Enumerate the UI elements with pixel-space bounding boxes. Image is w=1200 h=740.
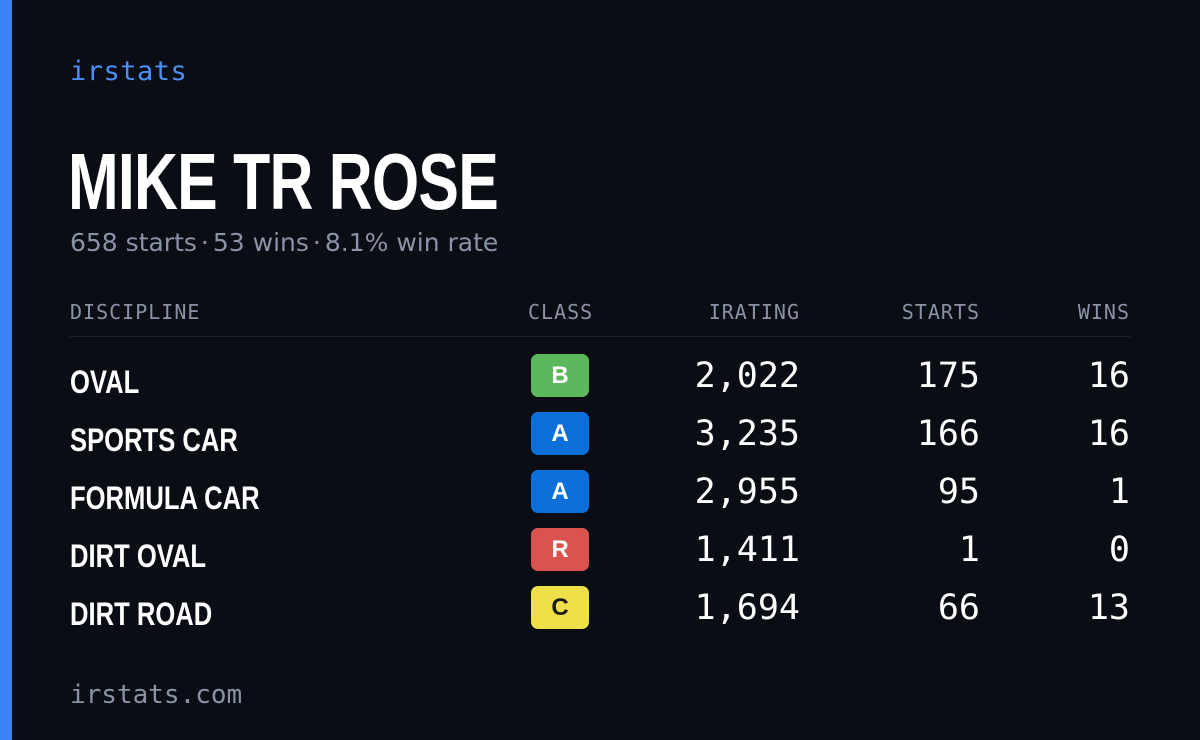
- starts-value: 166: [916, 414, 980, 454]
- discipline-name: FORMULA CAR: [70, 480, 260, 516]
- wins-value: 16: [1087, 356, 1130, 396]
- discipline-name: OVAL: [70, 364, 140, 400]
- accent-bar: [0, 0, 12, 740]
- discipline-name: DIRT OVAL: [70, 538, 207, 574]
- brand-logo-text: irstats: [70, 56, 188, 87]
- starts-value: 175: [916, 356, 980, 396]
- header-class: CLASS: [528, 300, 594, 324]
- table-row: SPORTS CAR A 3,235 166 16: [70, 412, 1130, 470]
- class-badge: A: [531, 470, 589, 513]
- wins-value: 0: [1108, 530, 1130, 570]
- wins-value: 13: [1087, 588, 1130, 628]
- starts-value: 95: [937, 472, 980, 512]
- summary-wins: 53 wins: [212, 228, 309, 257]
- irating-value: 3,235: [694, 414, 800, 454]
- discipline-name: SPORTS CAR: [70, 422, 238, 458]
- footer-url: irstats.com: [70, 680, 243, 710]
- wins-value: 16: [1087, 414, 1130, 454]
- table-header: DISCIPLINE CLASS IRATING STARTS WINS: [70, 300, 1130, 337]
- driver-summary: 658 starts · 53 wins · 8.1% win rate: [70, 228, 498, 257]
- class-badge: B: [531, 354, 589, 397]
- class-badge: C: [531, 586, 589, 629]
- irating-value: 1,411: [694, 530, 800, 570]
- irating-value: 2,022: [694, 356, 800, 396]
- starts-value: 1: [958, 530, 980, 570]
- header-irating: IRATING: [708, 300, 800, 324]
- discipline-name: DIRT ROAD: [70, 596, 213, 632]
- header-wins: WINS: [1077, 300, 1130, 324]
- summary-separator: ·: [200, 228, 209, 257]
- table-row: FORMULA CAR A 2,955 95 1: [70, 470, 1130, 528]
- table-row: OVAL B 2,022 175 16: [70, 354, 1130, 412]
- irating-value: 1,694: [694, 588, 800, 628]
- driver-name: MIKE TR ROSE: [68, 137, 499, 226]
- irating-value: 2,955: [694, 472, 800, 512]
- header-starts: STARTS: [901, 300, 980, 324]
- class-badge: A: [531, 412, 589, 455]
- table-row: DIRT OVAL R 1,411 1 0: [70, 528, 1130, 586]
- class-badge: R: [531, 528, 589, 571]
- header-discipline: DISCIPLINE: [70, 300, 201, 324]
- wins-value: 1: [1108, 472, 1130, 512]
- summary-starts: 658 starts: [70, 228, 197, 257]
- summary-win-rate: 8.1% win rate: [324, 228, 499, 257]
- starts-value: 66: [937, 588, 980, 628]
- table-row: DIRT ROAD C 1,694 66 13: [70, 586, 1130, 644]
- summary-separator: ·: [312, 228, 321, 257]
